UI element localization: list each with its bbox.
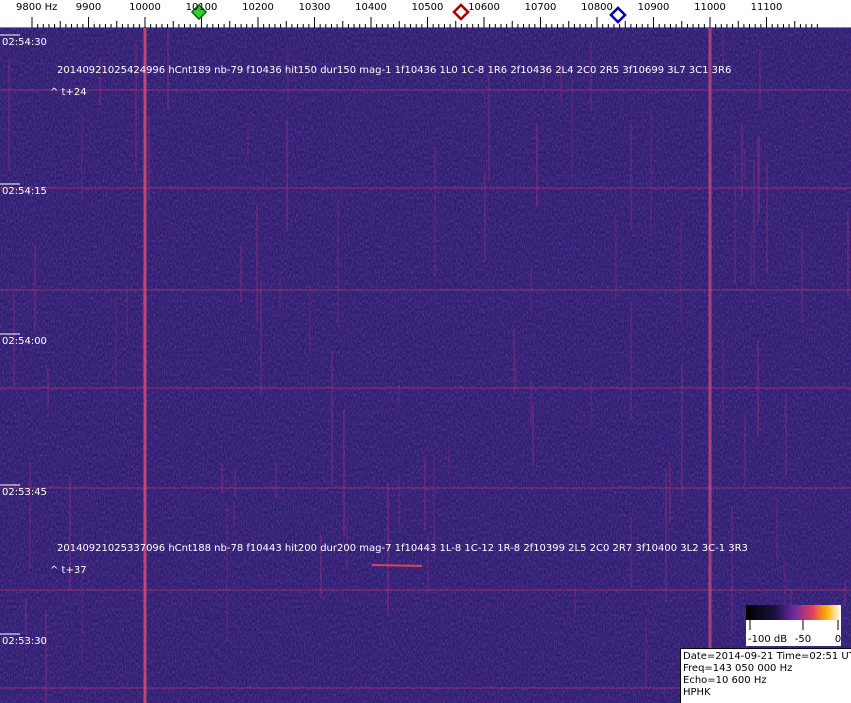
info-box: Date=2014-09-21 Time=02:51 UTC Freq=143 … (680, 648, 851, 703)
info-line: HPHK (683, 687, 711, 698)
frequency-ticks (31, 17, 818, 28)
info-line: Echo=10 600 Hz (683, 675, 767, 686)
marker-blue (609, 6, 627, 24)
annotation-text: 20140921025337096 hCnt188 nb-78 f10443 h… (57, 543, 748, 554)
frequency-label: 11000 (694, 2, 726, 13)
color-bar-scale (746, 620, 841, 646)
color-scale-label: 0 (835, 634, 841, 645)
annotation-offset: ^ t+24 (50, 87, 87, 98)
marker-red (452, 3, 470, 21)
frequency-markers (190, 3, 627, 24)
echo-trace (371, 564, 423, 567)
time-label: 02:54:30 (2, 37, 47, 48)
info-line: Date=2014-09-21 Time=02:51 UTC (683, 651, 851, 662)
time-label: 02:53:45 (2, 487, 47, 498)
signal-streaks (0, 28, 851, 703)
frequency-label: 10400 (355, 2, 387, 13)
frequency-label: 9800 Hz (16, 2, 57, 13)
marker-green (190, 3, 208, 21)
frequency-label: 10900 (638, 2, 670, 13)
frequency-label: 11100 (751, 2, 783, 13)
time-label: 02:53:30 (2, 636, 47, 647)
frequency-header (0, 0, 851, 28)
info-line: Freq=143 050 000 Hz (683, 663, 793, 674)
annotation-offset: ^ t+37 (50, 565, 87, 576)
frequency-label: 10600 (468, 2, 500, 13)
frequency-label: 10800 (581, 2, 613, 13)
color-bar (746, 605, 841, 620)
time-label: 02:54:15 (2, 186, 47, 197)
time-label: 02:54:00 (2, 336, 47, 347)
frequency-label: 10000 (129, 2, 161, 13)
color-scale-label: -100 dB (748, 634, 787, 645)
frequency-label: 10500 (412, 2, 444, 13)
frequency-label: 9900 (76, 2, 101, 13)
annotation-text: 20140921025424996 hCnt189 nb-79 f10436 h… (57, 65, 731, 76)
frequency-label: 10300 (299, 2, 331, 13)
frequency-label: 10200 (242, 2, 274, 13)
color-scale-label: -50 (795, 634, 811, 645)
frequency-label: 10100 (186, 2, 218, 13)
frequency-label: 10700 (525, 2, 557, 13)
